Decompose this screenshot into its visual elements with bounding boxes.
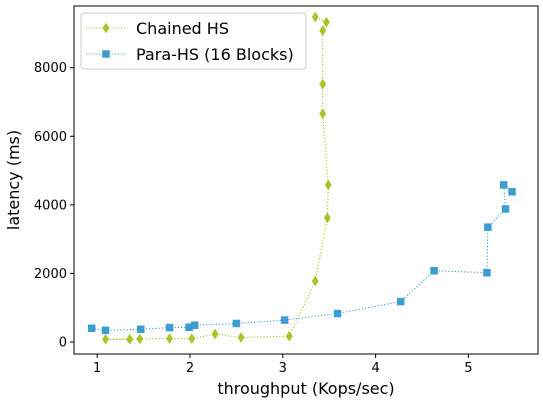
data-point: [319, 78, 327, 90]
legend-entry: Para-HS (16 Blocks): [86, 45, 294, 64]
data-point: [324, 179, 332, 191]
x-axis-label: throughput (Kops/sec): [217, 379, 394, 398]
y-tick-label: 4000: [34, 198, 67, 213]
data-point: [102, 333, 110, 345]
data-point: [280, 316, 289, 324]
series-2: [87, 181, 516, 335]
data-point: [499, 181, 508, 189]
x-tick-label: 1: [93, 361, 101, 376]
data-point: [508, 188, 516, 196]
data-point: [319, 108, 327, 120]
plot-frame: [73, 5, 539, 355]
data-point: [483, 268, 491, 277]
legend-label: Para-HS (16 Blocks): [136, 45, 294, 64]
y-axis-label: latency (ms): [4, 130, 23, 230]
x-tick-label: 5: [464, 361, 472, 376]
data-point: [188, 333, 196, 345]
x-tick-label: 2: [186, 361, 194, 376]
data-point: [136, 333, 144, 345]
data-point: [237, 332, 245, 344]
series-1: [102, 11, 332, 345]
legend-marker: [102, 22, 110, 34]
legend-marker: [102, 50, 110, 58]
data-point: [166, 333, 174, 345]
data-point: [501, 205, 510, 213]
data-point: [137, 325, 145, 334]
data-point: [232, 319, 241, 328]
data-point: [285, 330, 293, 342]
data-point: [323, 212, 331, 224]
series-layer: [87, 11, 516, 345]
y-tick-label: 6000: [34, 130, 67, 145]
data-point: [396, 297, 405, 306]
y-tick-label: 8000: [34, 61, 67, 76]
data-point: [430, 266, 438, 275]
legend: Chained HS Para-HS (16 Blocks): [80, 12, 307, 70]
data-point: [165, 323, 174, 332]
series-line: [91, 183, 513, 331]
data-point: [484, 223, 492, 231]
axes-layer: 1 2 3 4 5 0 2000 4000 6000 8000: [34, 61, 473, 376]
data-point: [211, 328, 219, 340]
data-point: [311, 11, 319, 23]
data-point: [322, 16, 330, 28]
legend-box: [80, 12, 307, 70]
y-tick-label: 2000: [34, 267, 67, 282]
x-tick-label: 3: [279, 361, 287, 376]
data-point: [126, 333, 134, 345]
y-tick-label: 0: [59, 336, 67, 351]
data-point: [333, 309, 342, 318]
legend-label: Chained HS: [136, 19, 229, 38]
data-point: [311, 275, 319, 287]
data-point: [319, 25, 327, 37]
data-point: [87, 324, 96, 333]
data-point: [101, 326, 110, 335]
x-tick-label: 4: [371, 361, 379, 376]
data-point: [190, 321, 199, 329]
legend-entry: Chained HS: [86, 19, 229, 38]
